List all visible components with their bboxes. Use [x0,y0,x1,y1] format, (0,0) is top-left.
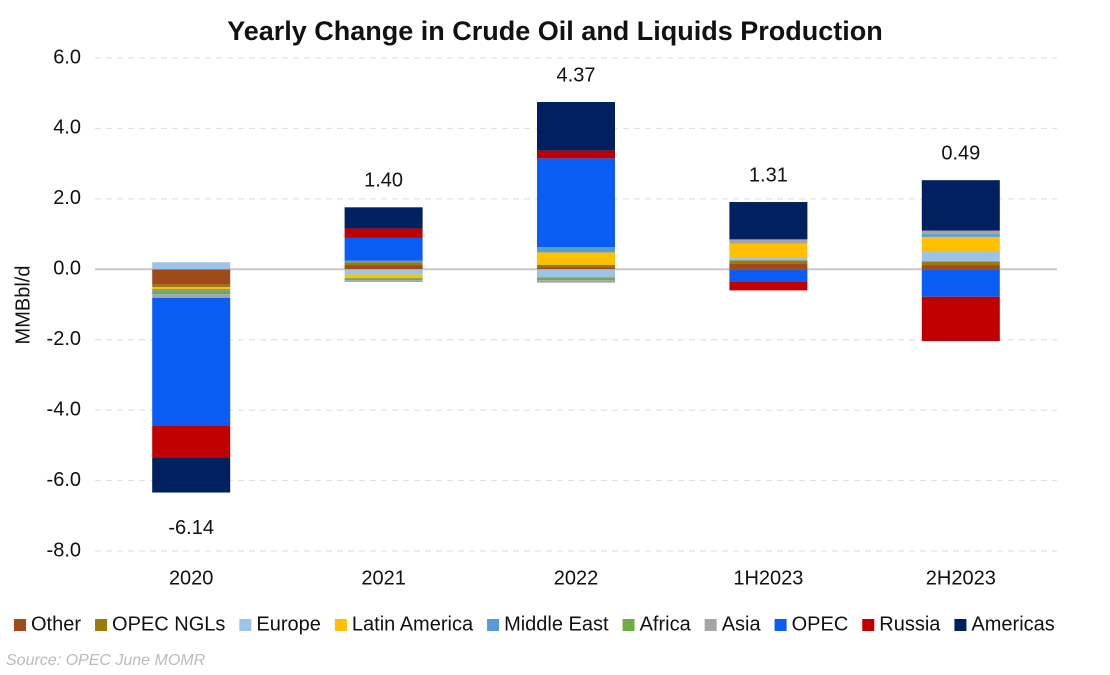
bar-segment [729,263,808,270]
legend-swatch [239,619,252,631]
bar-segment [729,243,808,257]
y-tick-label: 2.0 [53,187,81,209]
source: Source: OPEC June MOMR [6,652,206,669]
bar-segment [344,265,423,270]
bar-segment [344,262,423,266]
y-tick-label: -6.0 [47,469,81,491]
bar-segment [921,261,1000,266]
bar-segment [152,289,231,291]
bar-segment [921,230,1000,235]
legend-label: Russia [879,613,941,635]
bar-segment [537,267,615,270]
bar-segment [152,290,231,295]
total-label: 4.37 [557,64,596,86]
bar-segment [152,284,231,288]
total-label: 1.31 [749,164,788,186]
bar-segment [344,207,423,229]
bar-segment [152,269,231,285]
x-tick-label: 1H2023 [733,567,803,589]
bar-segment [344,260,423,263]
total-label: 0.49 [941,142,980,164]
x-tick-label: 2021 [361,567,406,589]
bar-segment [921,296,1000,342]
bar-segment [537,150,615,159]
bar-segment [152,287,231,290]
bar-segment [537,269,615,278]
y-tick-label: 4.0 [53,117,81,139]
bar-segment [152,297,231,426]
legend-label: OPEC NGLs [112,613,225,635]
bar-segment [729,202,808,240]
legend-label: Other [31,613,81,635]
bar-segment [537,247,615,253]
bar-segment [921,236,1000,251]
bar-segment [344,278,423,281]
legend-swatch [622,619,635,631]
total-label: -6.14 [168,517,214,539]
y-tick-label: 0.0 [53,258,81,280]
legend-label: Europe [256,613,321,635]
y-tick-label: -2.0 [47,328,81,350]
bar-segment [537,252,615,265]
y-tick-label: -8.0 [47,539,81,561]
bar-segment [921,265,1000,270]
bar-segment [344,274,423,279]
bar-segment [921,234,1000,237]
legend-swatch [95,619,108,631]
y-tick-label: -4.0 [47,398,81,420]
legend-swatch [774,619,787,631]
legend-swatch [487,619,500,631]
bar-segment [152,425,231,459]
legend-label: Latin America [352,613,474,635]
bar-segment [537,102,615,151]
bar-segment [152,294,231,298]
legend-label: OPEC [792,613,849,635]
bar-segment [344,228,423,238]
bar-segment [537,277,615,281]
legend-swatch [954,619,967,631]
y-tick-label: 6.0 [53,46,81,68]
bar-segment [921,180,1000,231]
bar-segment [152,262,231,270]
legend-label: Asia [722,613,762,635]
bar-segment [921,269,1000,297]
legend-swatch [862,619,875,631]
bar-segment [729,239,808,244]
legend-swatch [334,619,347,631]
total-label: 1.40 [364,170,403,192]
legend-swatch [704,619,717,631]
x-tick-label: 2020 [169,567,214,589]
bar-segment [537,280,615,283]
bar-segment [729,269,808,282]
bar-segment [921,250,1000,262]
legend-label: Americas [971,613,1054,635]
legend-label: Middle East [504,613,609,635]
bar-segment [729,256,808,261]
bar-segment [152,458,231,493]
bar-segment [344,237,423,261]
bar-segment [537,264,615,268]
bar-segment [729,260,808,264]
legend-swatch [14,619,26,631]
bar-segment [729,281,808,291]
legend-label: Africa [640,613,692,635]
bar-segment [344,280,423,282]
bar-segment [537,158,615,248]
x-tick-label: 2H2023 [926,567,996,589]
x-tick-label: 2022 [554,567,599,589]
y-axis-label: MMBbl/d [12,266,34,345]
bar-segment [344,269,423,275]
chart-title: Yearly Change in Crude Oil and Liquids P… [227,16,883,46]
